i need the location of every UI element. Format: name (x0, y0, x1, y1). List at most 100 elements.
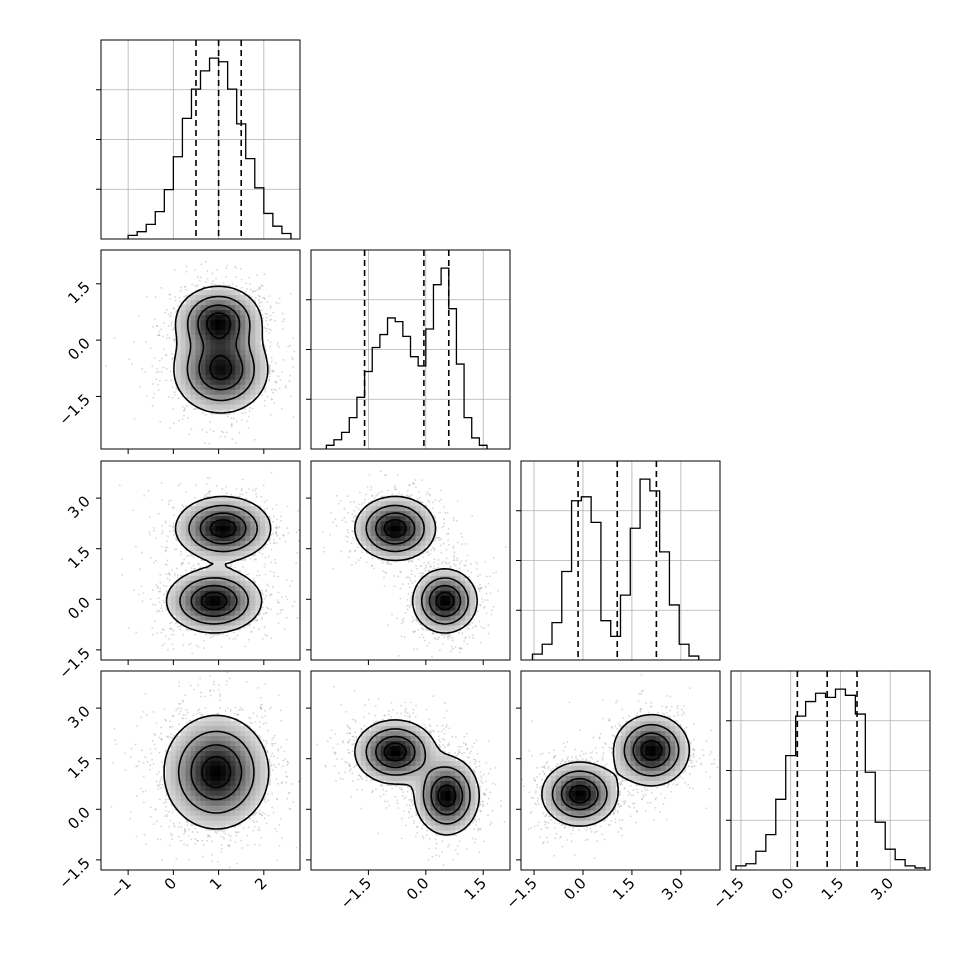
scatter-point (445, 562, 448, 565)
scatter-point (187, 416, 189, 419)
density-cell (245, 379, 251, 385)
scatter-point (172, 526, 175, 528)
scatter-point (297, 509, 300, 512)
density-cell (195, 379, 201, 385)
density-cell (240, 349, 246, 355)
density-cell (200, 515, 206, 522)
density-cell (235, 620, 241, 626)
scatter-point (240, 419, 243, 421)
scatter-point (403, 636, 406, 639)
scatter-point (243, 627, 246, 629)
density-cell (260, 510, 266, 517)
density-cell (215, 324, 221, 330)
scatter-point (181, 662, 183, 664)
density-cell (250, 369, 256, 375)
density-cell (195, 339, 201, 345)
density-cell (245, 319, 251, 326)
scatter-point (270, 637, 273, 640)
contour-level-1 (179, 504, 258, 625)
density-cell (175, 324, 181, 330)
density-cell (195, 369, 201, 375)
pair-panel-1-0 (96, 249, 306, 454)
density-cell (200, 399, 206, 405)
density-cell (235, 319, 241, 326)
density-cell (195, 349, 201, 355)
scatter-point (421, 626, 424, 629)
scatter-point (255, 493, 258, 496)
density-cell (175, 610, 181, 616)
density-cell (180, 620, 186, 626)
scatter-point (421, 572, 423, 575)
scatter-point (453, 559, 456, 561)
density-cell (205, 344, 211, 350)
density-cell (230, 620, 236, 626)
density-cell (195, 344, 201, 350)
density-cell (195, 374, 201, 380)
density-cell (220, 615, 226, 621)
scatter-point (260, 284, 263, 287)
density-cell (210, 580, 216, 586)
scatter-point (212, 635, 214, 638)
scatter-point (261, 547, 264, 550)
density-cell (200, 404, 206, 410)
scatter-point (268, 375, 271, 378)
scatter-point (463, 640, 466, 643)
density-cell (255, 389, 261, 395)
density-cell (230, 585, 236, 591)
scatter-point (162, 599, 165, 602)
scatter-point (173, 338, 176, 341)
density-cell (205, 389, 211, 395)
density-cell (245, 545, 251, 551)
scatter-point (360, 551, 363, 553)
scatter-point (444, 561, 447, 564)
scatter-point (268, 378, 271, 381)
scatter-point (366, 486, 369, 488)
scatter-point (487, 632, 490, 635)
density-cell (190, 334, 196, 340)
scatter-point (179, 296, 181, 299)
scatter-point (300, 606, 302, 608)
density-cell (220, 600, 226, 606)
scatter-point (263, 399, 266, 402)
scatter-point (169, 573, 172, 576)
scatter-point (460, 560, 463, 563)
density-cell (185, 389, 191, 395)
scatter-point (304, 302, 306, 304)
scatter-point (158, 601, 161, 604)
density-cell (215, 605, 221, 611)
scatter-point (373, 497, 376, 499)
scatter-point (365, 552, 368, 555)
scatter-point (271, 585, 274, 588)
density-cell (215, 319, 221, 326)
scatter-point (248, 410, 251, 412)
density-cell (250, 329, 256, 335)
scatter-point (141, 600, 144, 603)
density-cell (255, 364, 261, 370)
density-cell (230, 580, 236, 586)
density-cell (240, 334, 246, 340)
density-cell (210, 384, 216, 390)
density-cell (175, 334, 181, 340)
density-cell (245, 314, 251, 321)
scatter-point (266, 313, 269, 315)
scatter-point (211, 282, 213, 285)
scatter-point (268, 332, 270, 334)
scatter-point (432, 567, 435, 570)
scatter-point (447, 543, 450, 546)
density-cell (190, 359, 196, 365)
scatter-point (349, 550, 352, 553)
scatter-point (179, 517, 181, 520)
scatter-point (461, 536, 464, 538)
scatter-point (183, 408, 186, 411)
scatter-point (226, 264, 229, 267)
density-cell (240, 615, 246, 621)
scatter-point (270, 388, 273, 391)
density-cell (235, 500, 241, 507)
density-cell (220, 309, 226, 316)
scatter-point (163, 322, 165, 324)
scatter-point (265, 330, 268, 332)
scatter-point (113, 337, 116, 339)
scatter-point (244, 497, 247, 500)
scatter-point (262, 637, 264, 640)
density-cell (240, 535, 246, 541)
